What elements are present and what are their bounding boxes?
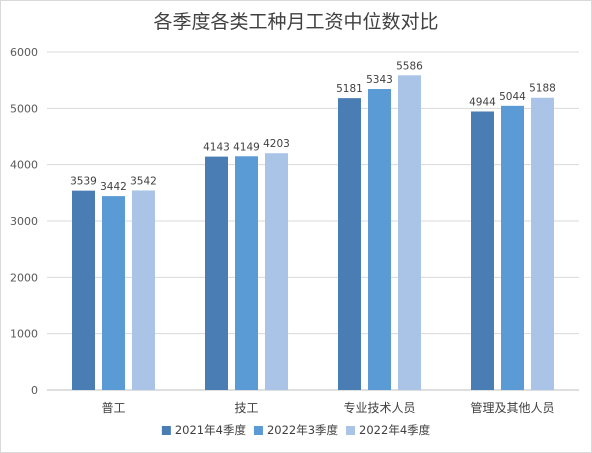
bar (102, 196, 125, 390)
data-label: 3539 (70, 176, 97, 188)
x-tick-label: 专业技术人员 (343, 400, 415, 415)
y-axis: 0 1000 2000 3000 4000 5000 6000 (10, 46, 38, 397)
data-label: 5044 (499, 91, 526, 103)
chart-title: 各季度各类工种月工资中位数对比 (153, 11, 438, 33)
y-tick-label: 0 (31, 384, 38, 397)
x-axis: 普工 技工 专业技术人员 管理及其他人员 (101, 400, 554, 415)
legend-item: 2021年4季度 (175, 423, 247, 437)
y-tick-label: 6000 (10, 46, 38, 59)
legend-item: 2022年3季度 (267, 423, 339, 437)
legend-swatch (346, 426, 356, 435)
y-tick-label: 3000 (10, 215, 38, 228)
x-tick-label: 管理及其他人员 (470, 400, 554, 415)
bar (531, 97, 554, 390)
bar (72, 190, 95, 390)
data-label: 3542 (130, 175, 157, 187)
y-tick-label: 2000 (10, 271, 38, 284)
legend-swatch (161, 426, 171, 435)
y-tick-label: 4000 (10, 159, 38, 172)
bar (501, 105, 524, 390)
legend: 2021年4季度 2022年3季度 2022年4季度 (161, 423, 431, 437)
bar (205, 156, 228, 390)
legend-item: 2022年4季度 (359, 423, 431, 437)
bar (368, 89, 391, 391)
data-label: 4944 (469, 96, 496, 108)
data-label: 3442 (100, 181, 127, 193)
data-label: 4143 (203, 142, 230, 154)
data-label: 5188 (529, 83, 556, 95)
bar (471, 111, 494, 390)
y-tick-label: 1000 (10, 328, 38, 341)
bar (338, 98, 361, 391)
data-label: 5343 (366, 74, 393, 86)
bars (72, 75, 554, 391)
x-tick-label: 普工 (101, 401, 125, 415)
legend-swatch (253, 426, 263, 435)
data-label: 4149 (233, 141, 260, 153)
bar (265, 153, 288, 390)
data-label: 5181 (336, 83, 363, 95)
x-tick-label: 技工 (234, 401, 258, 415)
y-tick-label: 5000 (10, 102, 38, 115)
data-label: 4203 (263, 138, 290, 150)
bar (132, 190, 155, 390)
data-label: 5586 (396, 60, 423, 72)
bar (398, 75, 421, 391)
bar (235, 156, 258, 390)
